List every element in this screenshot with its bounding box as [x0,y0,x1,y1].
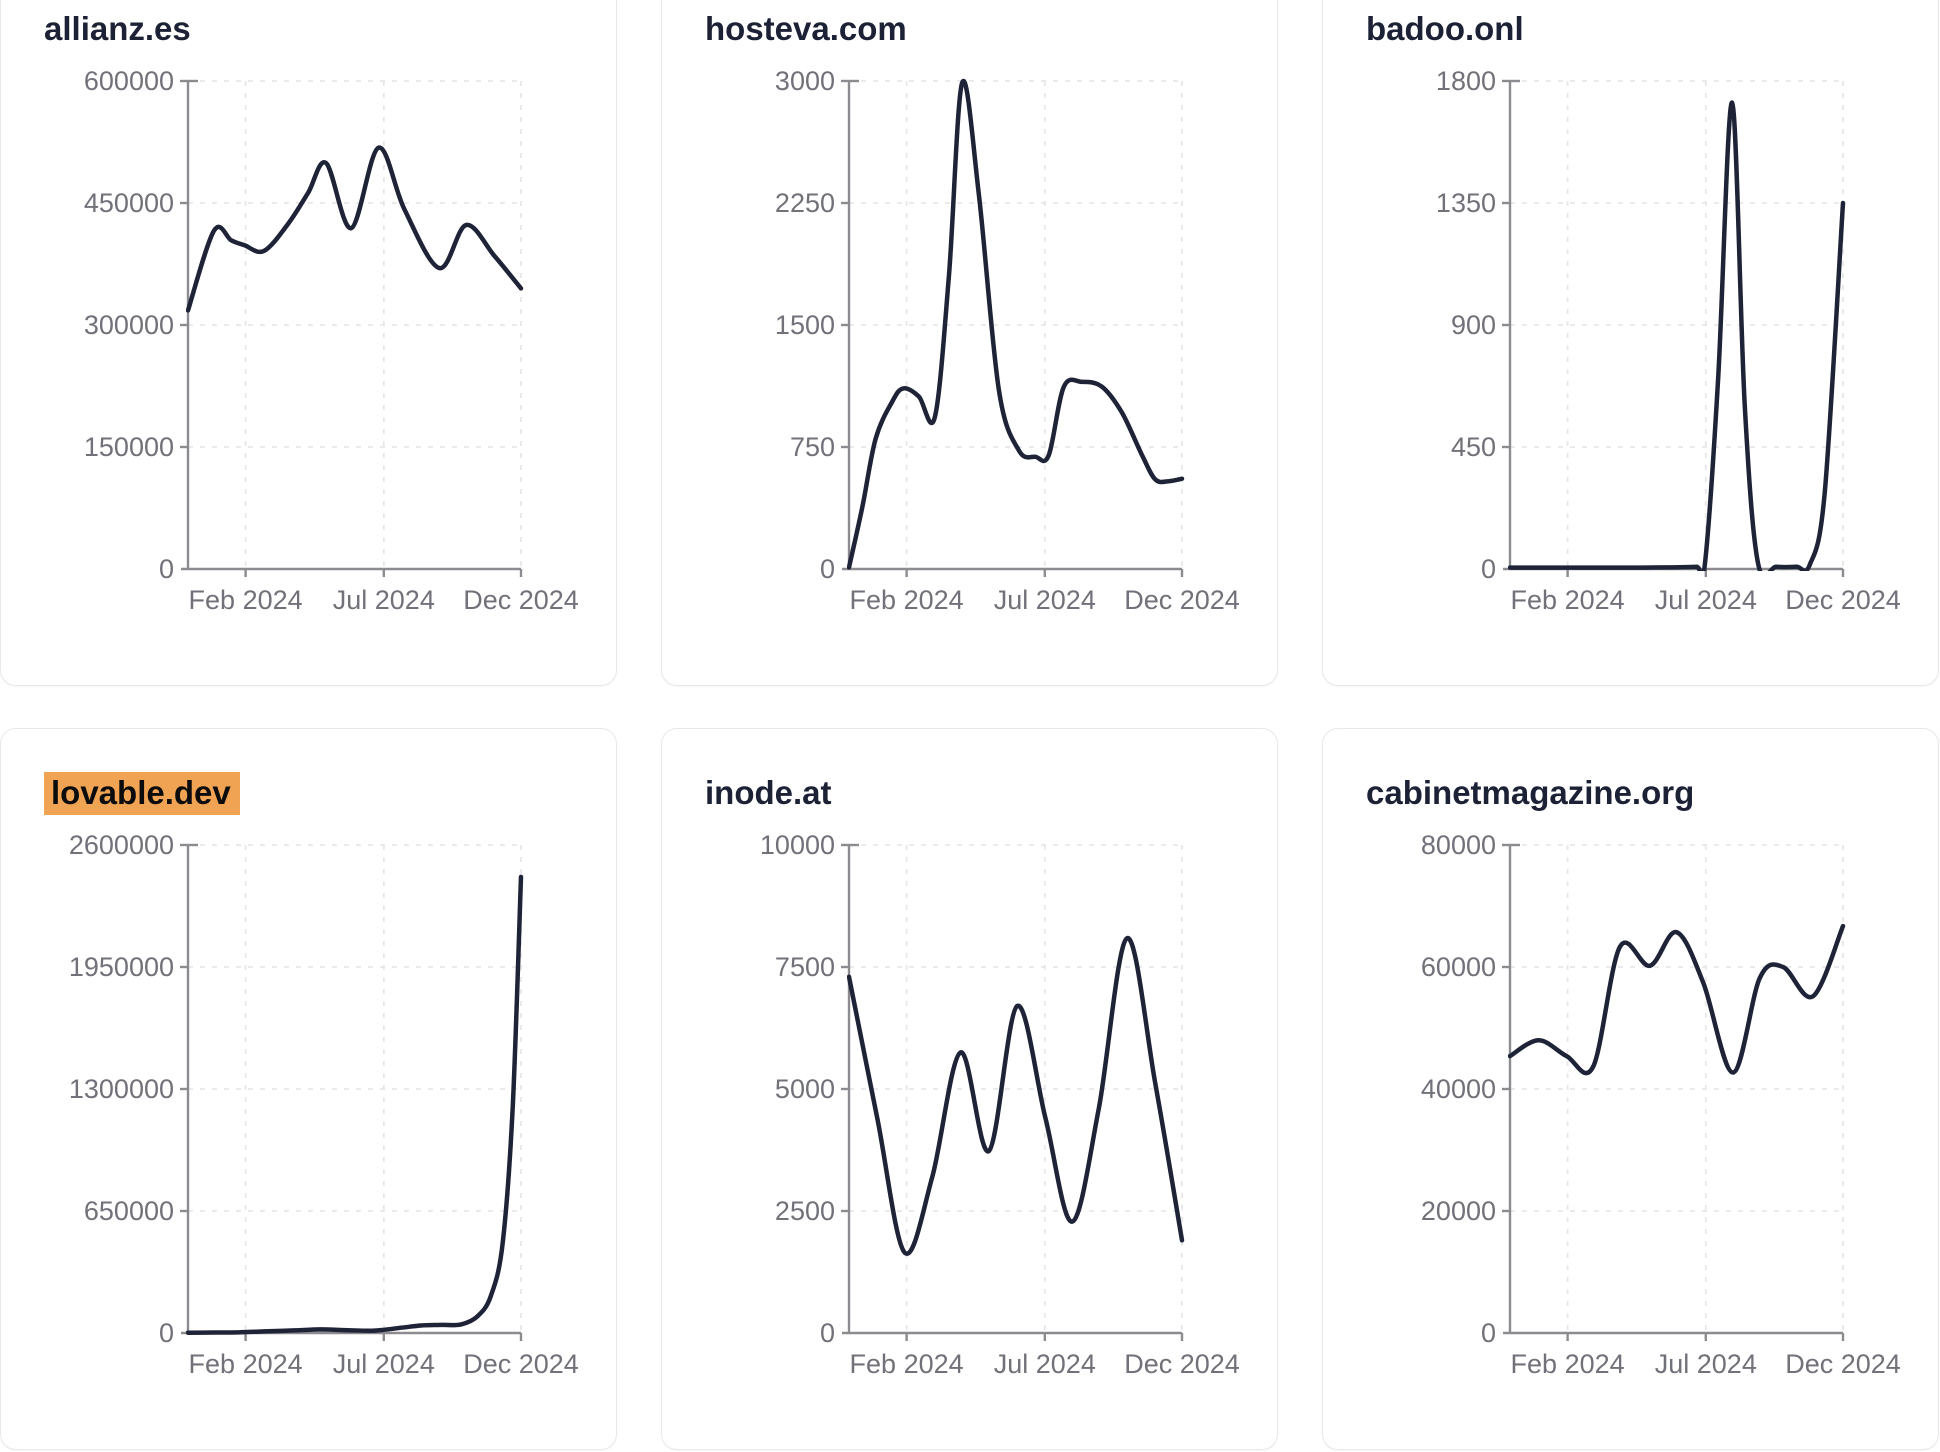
line-chart: 0 20000 40000 60000 80000 Feb 2024 Jul 2024 Dec… [1421,830,1901,1379]
y-tick-label: 3000 [775,66,835,96]
axes [841,843,1184,1341]
y-tick-label: 1950000 [69,952,174,982]
y-tick-label: 80000 [1421,830,1496,860]
gridlines [849,844,1183,1333]
x-tick-label: Feb 2024 [189,585,303,615]
domain-title[interactable]: inode.at [705,774,832,811]
domain-title-highlighted[interactable]: lovable.dev [44,772,240,815]
gridlines [188,844,522,1333]
x-tick-label: Jul 2024 [333,585,435,615]
y-tick-label: 0 [1481,1318,1496,1348]
y-tick-label: 900 [1451,310,1496,340]
line-chart: 0 750 1500 2250 3000 Feb 2024 Jul 2024 Dec 2024 [775,66,1240,615]
domain-title[interactable]: allianz.es [44,10,191,47]
line-chart: 0 450 900 1350 1800 Feb 2024 Jul 2024 Dec 2024 [1436,66,1901,615]
y-tick-label: 450 [1451,432,1496,462]
tick-labels: 0 150000 300000 450000 600000 Feb 2024 Jul 202… [84,66,579,615]
page-title: badoo.onl [1366,9,1918,49]
y-tick-label: 1500 [775,310,835,340]
x-tick-label: Jul 2024 [994,585,1096,615]
x-tick-label: Jul 2024 [994,1349,1096,1379]
x-tick-label: Dec 2024 [1785,585,1901,615]
y-tick-label: 20000 [1421,1196,1496,1226]
domain-title[interactable]: hosteva.com [705,10,907,47]
line-chart: 0 2500 5000 7500 10000 Feb 2024 Jul 2024 Dec 20… [760,830,1240,1379]
page-title: allianz.es [44,9,596,49]
y-tick-label: 60000 [1421,952,1496,982]
axes [1502,843,1845,1341]
page-title: hosteva.com [705,9,1257,49]
x-tick-label: Jul 2024 [1655,1349,1757,1379]
axes [180,79,523,577]
x-tick-label: Dec 2024 [1124,1349,1240,1379]
chart-card: hosteva.com 0 750 1500 2250 3000 Feb 2024 Jul 2… [661,0,1278,686]
y-tick-label: 2250 [775,188,835,218]
y-tick-label: 150000 [84,432,174,462]
y-tick-label: 600000 [84,66,174,96]
y-tick-label: 1800 [1436,66,1496,96]
page-title: lovable.dev [44,772,596,815]
line-chart: 0 650000 1300000 1950000 2600000 Feb 2024 Jul … [69,830,579,1379]
x-tick-label: Feb 2024 [850,1349,964,1379]
tick-labels: 0 750 1500 2250 3000 Feb 2024 Jul 2024 Dec 2024 [775,66,1240,615]
line-chart: 0 150000 300000 450000 600000 Feb 2024 Jul 202… [84,66,579,615]
gridlines [188,80,522,569]
y-tick-label: 650000 [84,1196,174,1226]
tick-labels: 0 20000 40000 60000 80000 Feb 2024 Jul 2024 Dec… [1421,830,1901,1379]
gridlines [1510,80,1844,569]
tick-labels: 0 2500 5000 7500 10000 Feb 2024 Jul 2024 Dec 20… [760,830,1240,1379]
x-tick-label: Feb 2024 [1511,585,1625,615]
y-tick-label: 10000 [760,830,835,860]
axes [180,843,523,1341]
y-tick-label: 300000 [84,310,174,340]
domain-title[interactable]: cabinetmagazine.org [1366,774,1695,811]
trend-line [1508,100,1846,571]
chart-card: cabinetmagazine.org 0 20000 40000 60000 80000… [1322,728,1939,1450]
trend-line [847,78,1185,570]
y-tick-label: 7500 [775,952,835,982]
y-tick-label: 40000 [1421,1074,1496,1104]
y-tick-label: 0 [820,1318,835,1348]
page-title: cabinetmagazine.org [1366,773,1918,813]
axes [841,79,1184,577]
gridlines [1510,844,1844,1333]
x-tick-label: Feb 2024 [189,1349,303,1379]
y-tick-label: 0 [159,1318,174,1348]
trend-line [847,935,1185,1256]
y-tick-label: 450000 [84,188,174,218]
y-tick-label: 1350 [1436,188,1496,218]
trend-line [186,145,524,313]
tick-labels: 0 450 900 1350 1800 Feb 2024 Jul 2024 Dec 2024 [1436,66,1901,615]
domain-title[interactable]: badoo.onl [1366,10,1524,47]
y-tick-label: 0 [159,554,174,584]
gridlines [849,80,1183,569]
x-tick-label: Dec 2024 [463,1349,579,1379]
chart-card: badoo.onl 0 450 900 1350 1800 Feb 2024 Jul 2024… [1322,0,1939,686]
y-tick-label: 0 [820,554,835,584]
y-tick-label: 0 [1481,554,1496,584]
chart-card: lovable.dev 0 650000 1300000 1950000 2600000 F… [0,728,617,1450]
chart-card: allianz.es 0 150000 300000 450000 600000 Feb 2… [0,0,617,686]
page-title: inode.at [705,773,1257,813]
axes [1502,79,1845,577]
trend-line [186,874,524,1335]
tick-labels: 0 650000 1300000 1950000 2600000 Feb 2024 Jul … [69,830,579,1379]
x-tick-label: Dec 2024 [463,585,579,615]
x-tick-label: Jul 2024 [333,1349,435,1379]
y-tick-label: 2600000 [69,830,174,860]
y-tick-label: 750 [790,432,835,462]
x-tick-label: Dec 2024 [1785,1349,1901,1379]
x-tick-label: Feb 2024 [1511,1349,1625,1379]
y-tick-label: 5000 [775,1074,835,1104]
x-tick-label: Dec 2024 [1124,585,1240,615]
x-tick-label: Feb 2024 [850,585,964,615]
trend-line [1508,923,1846,1076]
x-tick-label: Jul 2024 [1655,585,1757,615]
chart-card: inode.at 0 2500 5000 7500 10000 Feb 2024 Jul 20… [661,728,1278,1450]
y-tick-label: 2500 [775,1196,835,1226]
y-tick-label: 1300000 [69,1074,174,1104]
